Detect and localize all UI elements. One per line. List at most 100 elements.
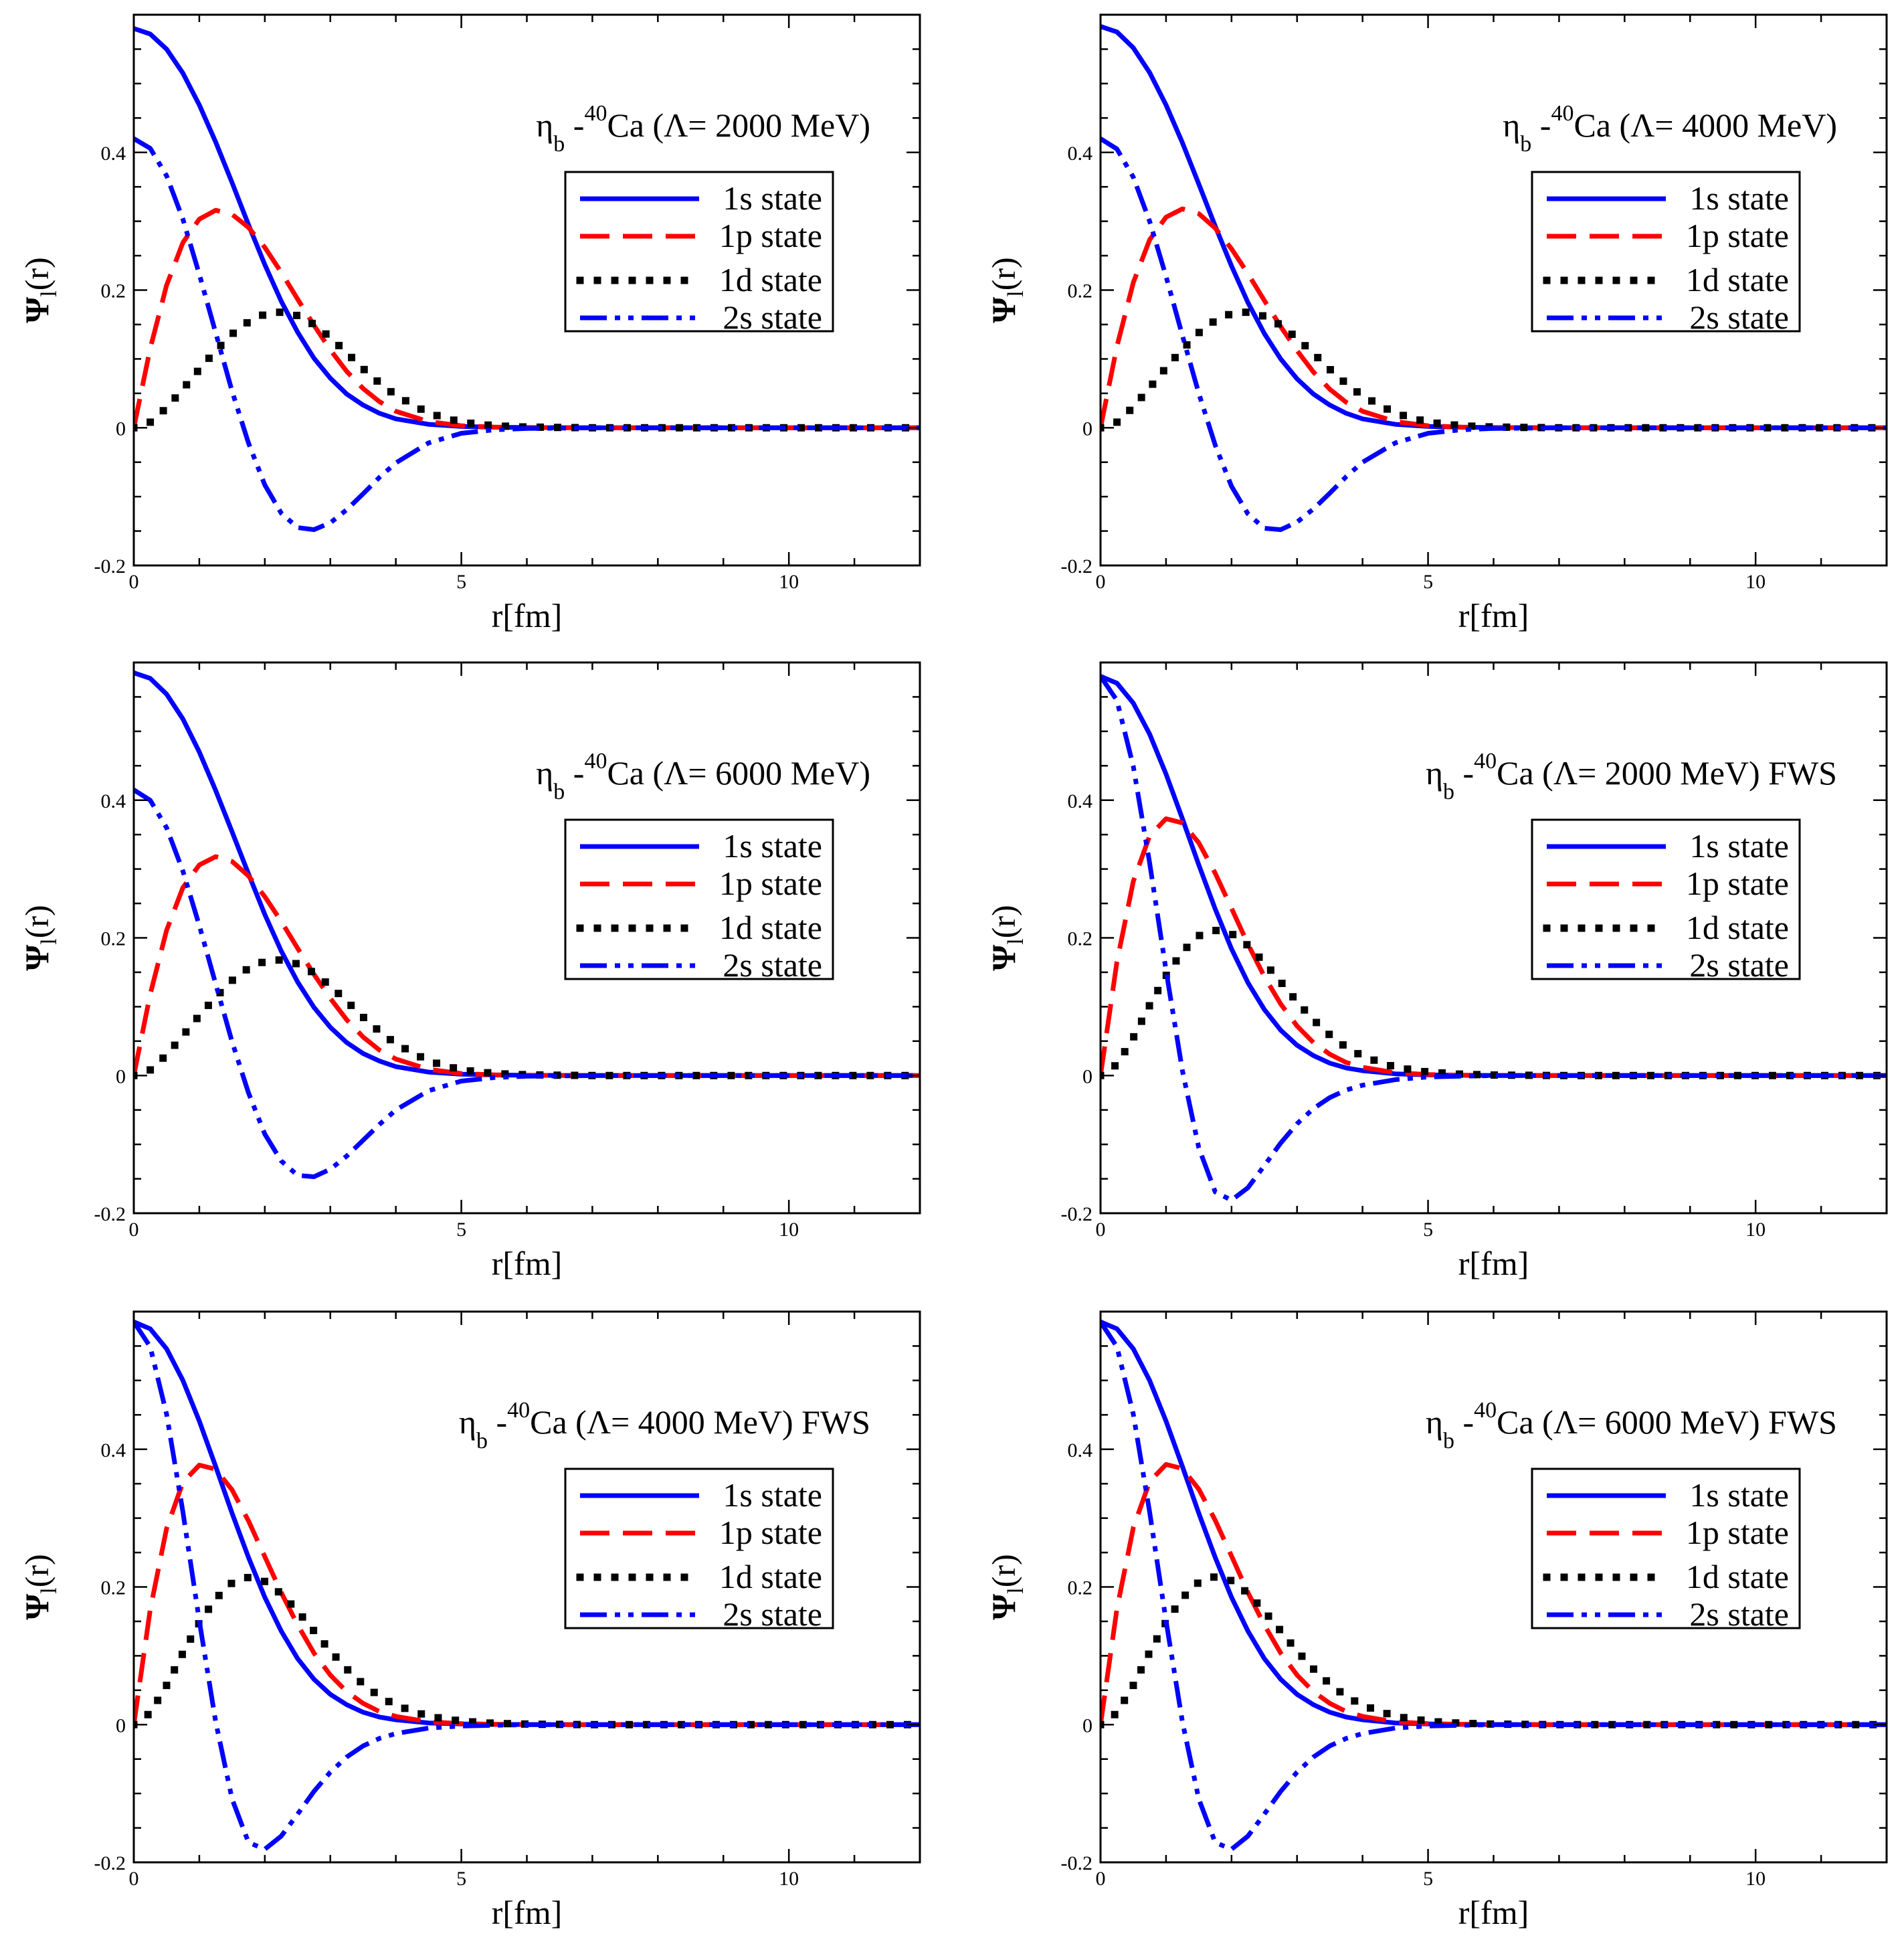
- x-tick-label: 0: [1096, 1219, 1106, 1241]
- x-tick-label: 5: [1423, 1868, 1433, 1890]
- chart-title: ηb -40Ca (Λ= 4000 MeV): [1503, 101, 1837, 157]
- title-sep: -: [1454, 1403, 1474, 1441]
- legend-label: 1s state: [1689, 1476, 1789, 1514]
- series-line-2s-state: [134, 788, 920, 1179]
- series-line-1p-state: [134, 854, 920, 1078]
- legend-label: 2s state: [723, 1595, 822, 1633]
- title-eta-sub: b: [553, 132, 565, 157]
- legend-label: 1d state: [719, 909, 822, 946]
- y-tick-label: 0.2: [101, 1577, 126, 1599]
- series-line-1p-state: [1101, 1461, 1887, 1727]
- title-eta: η: [536, 754, 553, 792]
- x-tick-label: 0: [129, 1868, 139, 1890]
- title-eta-sub: b: [553, 780, 565, 804]
- y-axis-label: Ψl(r): [985, 257, 1028, 323]
- title-eta-sub: b: [1443, 1429, 1454, 1453]
- x-tick-label: 0: [129, 1219, 139, 1241]
- series-group: [134, 26, 920, 532]
- title-rest: (Λ= 4000 MeV) FWS: [567, 1403, 870, 1441]
- title-nucleus: Ca: [607, 754, 644, 792]
- series-line-1d-state: [134, 1573, 920, 1730]
- legend-label: 1p state: [719, 217, 822, 254]
- title-sep: -: [565, 106, 584, 144]
- y-label-arg: (r): [18, 905, 56, 938]
- title-mass: 40: [1474, 1398, 1497, 1423]
- title-rest: (Λ= 6000 MeV): [644, 754, 870, 792]
- x-tick-label: 10: [779, 1868, 799, 1890]
- title-nucleus: Ca: [1574, 106, 1611, 144]
- y-tick-label: -0.2: [1061, 1852, 1093, 1874]
- legend-label: 2s state: [723, 946, 822, 984]
- title-eta-sub: b: [1520, 132, 1531, 157]
- title-eta: η: [536, 106, 553, 144]
- title-mass: 40: [1551, 101, 1574, 126]
- legend-label: 1p state: [1686, 865, 1789, 902]
- legend-label: 2s state: [723, 298, 822, 336]
- series-group: [1101, 674, 1887, 1203]
- y-tick-label: -0.2: [1061, 555, 1093, 578]
- y-label-arg: (r): [18, 257, 56, 290]
- chart-title: ηb -40Ca (Λ= 2000 MeV) FWS: [1426, 749, 1837, 804]
- title-nucleus: Ca: [530, 1403, 567, 1441]
- y-tick-label: -0.2: [94, 1203, 126, 1225]
- x-axis-label: r[fm]: [1458, 1894, 1529, 1931]
- legend-label: 1s state: [723, 1476, 822, 1514]
- series-group: [1101, 1320, 1887, 1852]
- x-tick-label: 0: [1096, 1868, 1106, 1890]
- x-tick-label: 10: [1745, 1868, 1766, 1890]
- title-rest: (Λ= 6000 MeV) FWS: [1534, 1403, 1837, 1441]
- y-tick-label: 0.2: [101, 280, 126, 302]
- title-eta-sub: b: [1443, 780, 1454, 804]
- y-tick-label: 0.4: [101, 143, 126, 165]
- chart-title: ηb -40Ca (Λ= 6000 MeV) FWS: [1426, 1398, 1837, 1453]
- y-tick-label: 0: [116, 418, 126, 440]
- title-eta: η: [1426, 754, 1443, 792]
- title-nucleus: Ca: [607, 106, 644, 144]
- legend-label: 1p state: [719, 865, 822, 902]
- x-tick-label: 5: [456, 1868, 466, 1890]
- series-line-2s-state: [134, 1320, 920, 1852]
- legend-label: 1d state: [1686, 909, 1789, 946]
- y-tick-label: 0: [1082, 1714, 1092, 1737]
- x-axis-label: r[fm]: [492, 597, 563, 634]
- title-mass: 40: [584, 749, 607, 774]
- title-sep: -: [1531, 106, 1551, 144]
- title-sep: -: [488, 1403, 507, 1441]
- series-line-1d-state: [1101, 926, 1887, 1080]
- y-label-psi: Ψ: [985, 297, 1022, 323]
- legend-label: 1p state: [1686, 217, 1789, 254]
- y-tick-label: 0.2: [1068, 1577, 1093, 1599]
- series-line-2s-state: [1101, 137, 1887, 532]
- chart-panel: 0 5 10-0.200.20.4r[fm]Ψl(r)ηb -40Ca (Λ= 60…: [985, 1310, 1888, 1931]
- x-tick-label: 10: [1745, 571, 1766, 593]
- y-axis-label: Ψl(r): [985, 905, 1028, 970]
- legend-label: 1s state: [723, 827, 822, 865]
- x-axis-label: r[fm]: [1458, 1245, 1529, 1282]
- chart-panel: 0 5 10-0.200.20.4r[fm]Ψl(r)ηb -40Ca (Λ= 60…: [18, 661, 921, 1282]
- y-tick-label: 0.2: [1068, 280, 1093, 302]
- x-axis-label: r[fm]: [1458, 597, 1529, 634]
- title-nucleus: Ca: [1497, 754, 1534, 792]
- y-label-sub: l: [1004, 1587, 1028, 1593]
- y-tick-label: 0.4: [1068, 1439, 1093, 1461]
- y-tick-label: 0: [1082, 418, 1092, 440]
- series-group: [134, 671, 920, 1179]
- title-nucleus: Ca: [1497, 1403, 1534, 1441]
- legend-label: 1d state: [719, 261, 822, 298]
- legend-label: 1s state: [1689, 827, 1789, 865]
- y-label-arg: (r): [18, 1554, 56, 1587]
- y-tick-label: 0.2: [101, 928, 126, 950]
- x-tick-label: 0: [1096, 571, 1106, 593]
- legend-label: 1d state: [719, 1558, 822, 1595]
- legend-label: 2s state: [1689, 946, 1789, 984]
- title-rest: (Λ= 2000 MeV) FWS: [1534, 754, 1837, 792]
- y-label-psi: Ψ: [18, 1594, 56, 1620]
- y-tick-label: -0.2: [1061, 1203, 1093, 1225]
- title-sep: -: [1454, 754, 1474, 792]
- chart-title: ηb -40Ca (Λ= 2000 MeV): [536, 101, 870, 157]
- y-tick-label: 0: [116, 1065, 126, 1087]
